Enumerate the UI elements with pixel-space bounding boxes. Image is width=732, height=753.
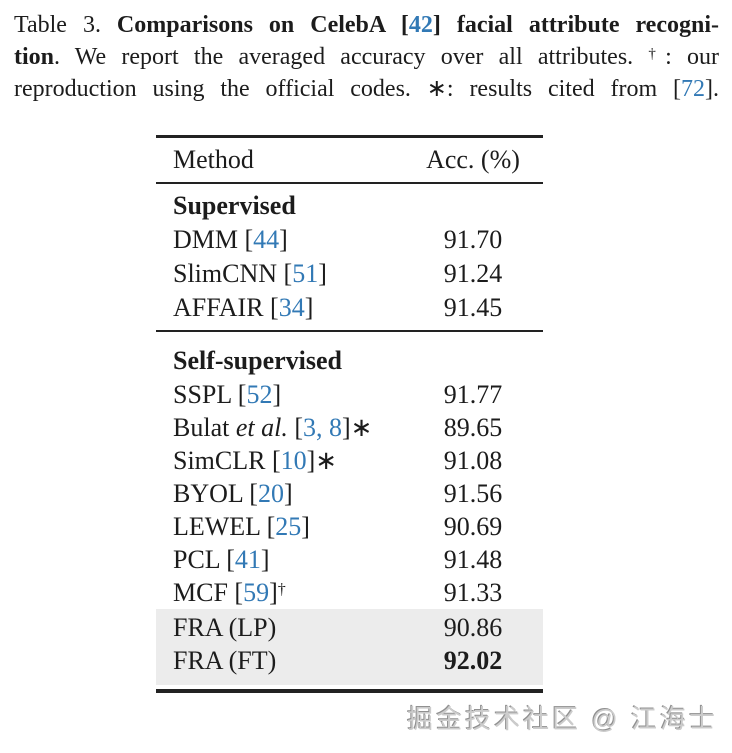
accuracy-cell: 89.65 bbox=[443, 412, 503, 442]
accuracy-cell: 90.69 bbox=[443, 511, 503, 541]
accuracy-cell: 91.70 bbox=[443, 225, 503, 254]
method-text: PCL [ bbox=[173, 544, 235, 574]
table-row: LEWEL [25] 90.69 bbox=[156, 510, 543, 543]
watermark: 掘金技术社区 @ 江海士 bbox=[407, 704, 718, 734]
caption-text: ]. bbox=[705, 76, 719, 102]
accuracy-cell: 91.45 bbox=[443, 293, 503, 322]
method-cell: SlimCNN [51] bbox=[156, 259, 403, 289]
citation-link[interactable]: 42 bbox=[408, 12, 433, 38]
highlighted-rows: FRA (LP) 90.86 FRA (FT) 92.02 bbox=[156, 609, 543, 685]
accuracy-cell: 91.77 bbox=[443, 379, 503, 409]
method-text: FRA (FT) bbox=[173, 645, 277, 675]
table-row: DMM [44] 91.70 bbox=[156, 223, 543, 257]
caption-text: reproduction using the official codes. ∗… bbox=[14, 76, 681, 102]
caption-text: Table 3. bbox=[14, 12, 117, 38]
citation-link[interactable]: 44 bbox=[253, 225, 280, 254]
accuracy-cell: 91.48 bbox=[443, 544, 503, 574]
citation-link[interactable]: 52 bbox=[246, 379, 273, 409]
dagger-mark: † bbox=[648, 46, 666, 62]
section-title: Supervised bbox=[173, 191, 296, 220]
method-text: ] bbox=[272, 379, 282, 409]
method-text: DMM [ bbox=[173, 225, 254, 254]
citation-link[interactable]: 20 bbox=[257, 478, 284, 508]
table-row: Bulat et al. [3, 8]∗ 89.65 bbox=[156, 411, 543, 444]
method-cell: SSPL [52] bbox=[156, 380, 403, 410]
method-text: ]∗ bbox=[342, 412, 373, 442]
table-row: PCL [41] 91.48 bbox=[156, 543, 543, 576]
section-supervised: Supervised DMM [44] 91.70 SlimCNN [51] 91.… bbox=[156, 184, 543, 332]
method-text: SimCLR [ bbox=[173, 445, 281, 475]
method-text: ] bbox=[304, 293, 314, 322]
section-title-row: Supervised bbox=[156, 189, 543, 223]
section-title-row: Self-supervised bbox=[156, 344, 543, 378]
table-row: BYOL [20] 91.56 bbox=[156, 477, 543, 510]
method-cell: FRA (LP) bbox=[156, 613, 403, 643]
column-header-acc: Acc. (%) bbox=[426, 145, 520, 174]
caption-bold-text: ] facial attribute recogni- bbox=[432, 12, 719, 38]
method-text: BYOL [ bbox=[173, 478, 258, 508]
caption-bold-text: tion bbox=[14, 44, 55, 70]
table-caption: Table 3. Comparisons on CelebA [42] faci… bbox=[14, 9, 719, 105]
method-text: FRA (LP) bbox=[173, 612, 277, 642]
citation-link[interactable]: 41 bbox=[234, 544, 261, 574]
accuracy-cell: 90.86 bbox=[443, 612, 503, 642]
table-row: FRA (LP) 90.86 bbox=[156, 611, 543, 644]
table-row: SimCLR [10]∗ 91.08 bbox=[156, 444, 543, 477]
caption-text: . We report the averaged accuracy over a… bbox=[54, 44, 649, 70]
caption-bold-text: Comparisons on CelebA [ bbox=[116, 12, 409, 38]
citation-link[interactable]: 72 bbox=[681, 76, 705, 102]
method-text: ] bbox=[301, 511, 310, 541]
table-row: SlimCNN [51] 91.24 bbox=[156, 257, 543, 291]
method-text: ] bbox=[279, 225, 288, 254]
method-text: [ bbox=[287, 412, 304, 442]
caption-line-2: tion. We report the averaged accuracy ov… bbox=[14, 41, 719, 73]
method-text: ] bbox=[283, 478, 293, 508]
method-cell: MCF [59]† bbox=[156, 578, 403, 608]
method-text: SSPL [ bbox=[173, 379, 247, 409]
accuracy-cell: 91.24 bbox=[443, 259, 503, 288]
accuracy-cell: 91.33 bbox=[443, 577, 503, 607]
citation-link[interactable]: 25 bbox=[275, 511, 302, 541]
citation-link[interactable]: 59 bbox=[243, 577, 270, 607]
caption-line-1: Table 3. Comparisons on CelebA [42] faci… bbox=[14, 9, 719, 41]
citation-link[interactable]: 51 bbox=[292, 259, 319, 288]
method-text-italic: et al. bbox=[235, 412, 288, 442]
citation-link[interactable]: 10 bbox=[280, 445, 307, 475]
method-cell: FRA (FT) bbox=[156, 646, 403, 676]
results-table: Method Acc. (%) Supervised DMM [44] 91.70… bbox=[156, 135, 543, 693]
method-text: Bulat bbox=[173, 412, 236, 442]
method-text: SlimCNN [ bbox=[173, 259, 293, 288]
column-header-method: Method bbox=[173, 145, 254, 174]
method-cell: Bulat et al. [3, 8]∗ bbox=[156, 413, 403, 443]
accuracy-cell: 91.56 bbox=[443, 478, 503, 508]
dagger-mark: † bbox=[277, 580, 286, 598]
citation-link[interactable]: 3, 8 bbox=[303, 412, 343, 442]
method-cell: SimCLR [10]∗ bbox=[156, 446, 403, 476]
caption-line-3: reproduction using the official codes. ∗… bbox=[14, 73, 719, 105]
section-title: Self-supervised bbox=[173, 346, 342, 375]
method-cell: LEWEL [25] bbox=[156, 512, 403, 542]
method-cell: DMM [44] bbox=[156, 225, 403, 255]
method-text: MCF [ bbox=[173, 577, 244, 607]
method-text: ] bbox=[318, 259, 327, 288]
method-text: LEWEL [ bbox=[173, 511, 276, 541]
section-self-supervised: Self-supervised SSPL [52] 91.77 Bulat et … bbox=[156, 332, 543, 689]
table-header-row: Method Acc. (%) bbox=[156, 138, 543, 184]
method-text: ] bbox=[260, 544, 270, 574]
method-text: ] bbox=[269, 577, 278, 607]
method-cell: BYOL [20] bbox=[156, 479, 403, 509]
table-row: FRA (FT) 92.02 bbox=[156, 644, 543, 677]
accuracy-cell: 92.02 bbox=[443, 645, 503, 675]
table-row: AFFAIR [34] 91.45 bbox=[156, 291, 543, 325]
accuracy-cell: 91.08 bbox=[443, 445, 503, 475]
method-cell: AFFAIR [34] bbox=[156, 293, 403, 323]
table-row: SSPL [52] 91.77 bbox=[156, 378, 543, 411]
method-text: ]∗ bbox=[306, 445, 338, 475]
method-cell: PCL [41] bbox=[156, 545, 403, 575]
caption-text: : our bbox=[665, 44, 720, 70]
table-row: MCF [59]† 91.33 bbox=[156, 576, 543, 609]
citation-link[interactable]: 34 bbox=[278, 293, 305, 322]
method-text: AFFAIR [ bbox=[173, 293, 279, 322]
